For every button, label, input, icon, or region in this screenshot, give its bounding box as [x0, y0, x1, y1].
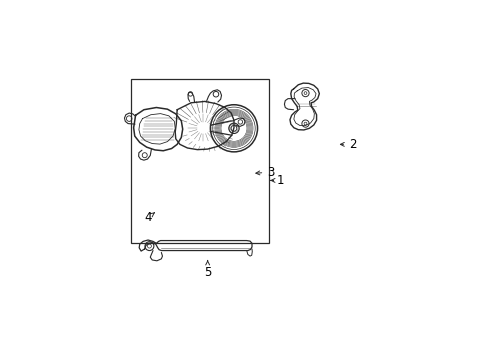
- Text: 1: 1: [270, 174, 284, 187]
- Text: 4: 4: [143, 211, 154, 224]
- Bar: [131, 79, 268, 243]
- Text: 3: 3: [255, 166, 274, 179]
- Text: 2: 2: [340, 138, 356, 151]
- Text: 5: 5: [203, 261, 211, 279]
